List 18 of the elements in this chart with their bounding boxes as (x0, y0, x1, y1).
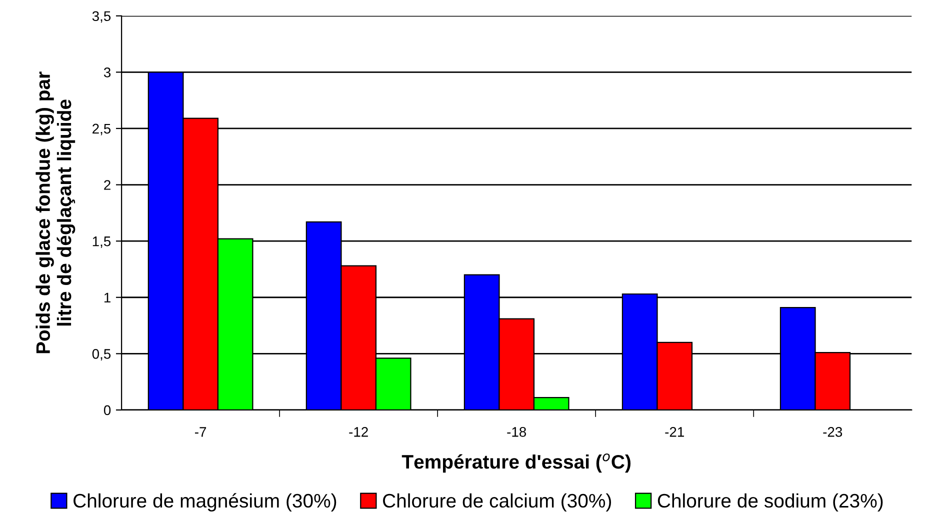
y-tick-label: 0 (104, 405, 111, 416)
y-tick-label: 0,5 (92, 349, 111, 360)
x-axis-title: Température d'essai ($^{o}$C) (402, 453, 630, 473)
legend-label: Chlorure de calcium (30%) (383, 493, 611, 512)
legend-label: Chlorure de magnésium (30%) (74, 493, 336, 512)
y-tick-label: 2,5 (92, 124, 111, 136)
y-tick-label: 3 (104, 68, 111, 78)
y-tick-label: 1 (104, 292, 110, 302)
y-axis-title: Poids de glace fondue (kg) par litre de déglaçant liquide (36, 72, 76, 354)
y-tick-label: 2 (104, 180, 110, 190)
x-tick-label: -12 (349, 427, 368, 437)
y-tick-label: 3,5 (92, 11, 111, 23)
x-tick-label: -21 (665, 427, 684, 437)
x-tick-label: -18 (507, 427, 526, 437)
x-tick-label: -23 (823, 427, 842, 437)
legend-label: Chlorure de sodium (23%) (658, 493, 883, 512)
y-tick-label: 1,5 (92, 236, 111, 248)
x-tick-label: -7 (195, 427, 206, 437)
